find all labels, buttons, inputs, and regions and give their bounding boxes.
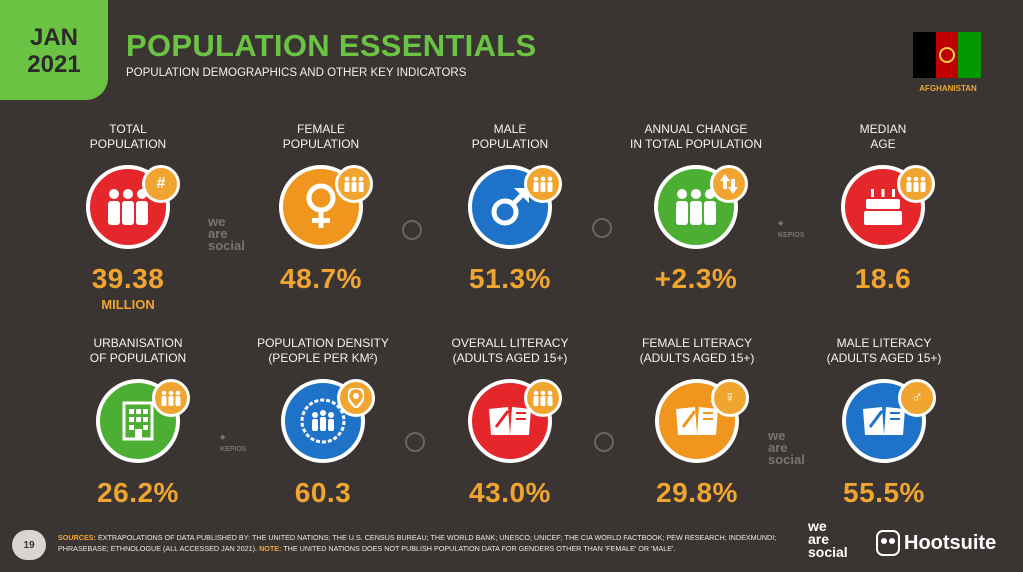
stat-label: POPULATION [89,137,167,151]
female-symbol-icon: ♀ [711,379,749,417]
owl-icon [592,218,612,238]
book-icon: ♀ [655,379,749,463]
lightbulb-icon [402,220,422,240]
sources-text: EXTRAPOLATIONS OF DATA PUBLISHED BY: THE… [58,533,777,553]
date-year: 2021 [27,51,81,78]
people-icon [524,165,562,203]
stat-value: 18.6 [854,263,912,294]
up-down-arrows-icon [710,165,748,203]
cake-icon [841,165,935,249]
stat-label: (PEOPLE PER KM²) [268,351,378,365]
crowd-icon [281,379,375,463]
people-icon [152,379,190,417]
building-icon [96,379,190,463]
stat-label: (ADULTS AGED 15+) [826,351,942,365]
hash-icon: # [142,165,180,203]
stat-label: IN TOTAL POPULATION [629,137,763,151]
stat-value: 26.2% [97,477,179,508]
note-label: NOTE: [259,544,282,553]
stat-label: TOTAL [109,122,147,136]
footer-sources: SOURCES: EXTRAPOLATIONS OF DATA PUBLISHE… [58,532,798,554]
stat-value: 51.3% [469,263,551,294]
page-title: POPULATION ESSENTIALS [126,28,537,63]
stat-unit: MILLION [101,297,155,312]
stat-label: ANNUAL CHANGE [644,122,748,136]
stat-value: 39.38 [91,263,165,294]
male-icon [468,165,562,249]
book-icon: ♂ [842,379,936,463]
male-symbol-icon: ♂ [898,379,936,417]
stat-label: (ADULTS AGED 15+) [452,351,568,365]
stat-male-population: MALE POPULATION 51.3% [415,122,605,295]
stat-label: MEDIAN [859,122,907,136]
note-text: THE UNITED NATIONS DOES NOT PUBLISH POPU… [283,544,676,553]
hootsuite-logo: Hootsuite [904,532,997,554]
sources-label: SOURCES: [58,533,96,542]
stat-median-age: MEDIAN AGE 18.6 [788,122,978,295]
female-icon [279,165,373,249]
kepios-watermark: ◆ KEPIOS [220,434,247,453]
kepios-watermark: ◆ KEPIOS [778,220,805,239]
people-icon: # [86,165,180,249]
page-subtitle: POPULATION DEMOGRAPHICS AND OTHER KEY IN… [126,67,467,79]
stat-male-literacy: MALE LITERACY (ADULTS AGED 15+) ♂ 55.5% [789,336,979,509]
stat-label: (ADULTS AGED 15+) [639,351,755,365]
stat-value: 48.7% [280,263,362,294]
stat-female-literacy: FEMALE LITERACY (ADULTS AGED 15+) ♀ 29.8% [602,336,792,509]
date-month: JAN [29,24,78,51]
stat-female-population: FEMALE POPULATION 48.7% [226,122,416,295]
afghanistan-flag-icon [913,32,982,78]
people-icon [335,165,373,203]
stat-label: FEMALE LITERACY [641,336,753,350]
people-icon [524,379,562,417]
owl-icon [405,432,425,452]
stat-label: POPULATION [471,137,549,151]
stat-value: +2.3% [654,263,738,294]
stat-label: URBANISATION [93,336,183,350]
lightbulb-icon [594,432,614,452]
stat-overall-literacy: OVERALL LITERACY (ADULTS AGED 15+) 43.0% [415,336,605,509]
stat-value: 43.0% [469,477,551,508]
stat-label: FEMALE [296,122,345,136]
stat-value: 60.3 [294,477,352,508]
location-pin-icon [337,379,375,417]
stat-label: POPULATION DENSITY [257,336,389,350]
stat-label: OF POPULATION [89,351,187,365]
people-icon [897,165,935,203]
people-icon [654,165,748,249]
stat-urbanisation: URBANISATION OF POPULATION 26.2% [43,336,233,509]
stat-total-population: TOTAL POPULATION # 39.38 MILLION [33,122,223,312]
stat-value: 29.8% [656,477,738,508]
stat-label: POPULATION [282,137,360,151]
we-are-social-watermark: we are social [768,428,805,467]
country-label: AFGHANISTAN [919,84,977,93]
stat-label: MALE LITERACY [836,336,932,350]
stat-population-density: POPULATION DENSITY (PEOPLE PER KM²) 60.3 [228,336,418,509]
we-are-social-watermark: we are social [208,214,245,253]
stat-label: MALE [493,122,527,136]
date-badge: JAN 2021 [0,0,108,100]
stat-label: OVERALL LITERACY [451,336,569,350]
stat-annual-change: ANNUAL CHANGE IN TOTAL POPULATION +2.3% [601,122,791,295]
page-number: 19 [12,530,46,560]
stat-label: AGE [870,137,896,151]
owl-icon [876,530,900,556]
we-are-social-logo: we are social [808,518,848,560]
book-icon [468,379,562,463]
stat-value: 55.5% [843,477,925,508]
